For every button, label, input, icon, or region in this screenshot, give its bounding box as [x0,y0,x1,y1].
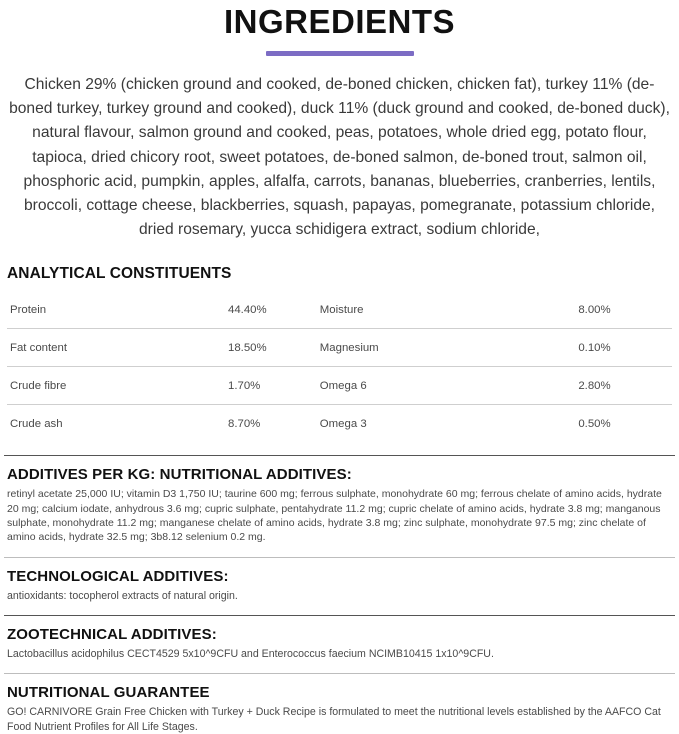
analytical-constituents-heading: ANALYTICAL CONSTITUENTS [7,265,232,283]
analytical-constituents-section: ANALYTICAL CONSTITUENTS Protein 44.40% M… [4,264,675,442]
row-value: 0.10% [578,328,672,368]
row-label: Crude ash [10,418,63,431]
nutritional-guarantee-heading: NUTRITIONAL GUARANTEE [7,684,210,702]
table-row: Protein 44.40% Moisture 8.00% [7,291,672,330]
section-divider [4,673,675,675]
title-block: INGREDIENTS [4,0,675,56]
title-accent-rule [265,51,414,56]
technological-additives-heading: TECHNOLOGICAL ADDITIVES: [7,567,229,585]
spacer [4,603,675,615]
section-divider [4,615,675,617]
spacer [4,442,675,455]
nutritional-additives-body: retinyl acetate 25,000 IU; vitamin D3 1,… [7,488,662,544]
table-row: Crude fibre 1.70% Omega 6 2.80% [7,366,672,406]
section-divider [4,455,675,457]
technological-additives-body: antioxidants: tocopherol extracts of nat… [7,589,238,602]
row-label: Omega 3 [319,418,367,431]
zootechnical-additives-heading: ZOOTECHNICAL ADDITIVES: [7,626,217,644]
nutritional-additives-section: ADDITIVES PER KG: NUTRITIONAL ADDITIVES:… [4,465,675,544]
row-value: 18.50% [227,328,320,368]
technological-additives-section: TECHNOLOGICAL ADDITIVES: antioxidants: t… [4,567,675,603]
ingredients-paragraph: Chicken 29% (chicken ground and cooked, … [9,76,670,239]
spacer [4,545,675,557]
zootechnical-additives-section: ZOOTECHNICAL ADDITIVES: Lactobacillus ac… [4,625,675,661]
nutritional-additives-heading: ADDITIVES PER KG: NUTRITIONAL ADDITIVES: [7,466,352,484]
row-value: 44.40% [227,291,320,330]
row-value: 2.80% [578,366,672,406]
row-label: Moisture [319,291,579,330]
row-label: Crude fibre [7,366,228,406]
spacer [4,456,675,465]
row-label: Protein [7,291,228,330]
row-value: 1.70% [227,366,320,406]
row-value: 8.70% [227,418,261,431]
spacer [4,661,675,673]
row-value: 0.50% [578,418,611,431]
spacer [4,558,675,567]
spacer [4,674,675,683]
zootechnical-additives-body: Lactobacillus acidophilus CECT4529 5x10^… [7,648,494,661]
row-value: 8.00% [578,291,672,330]
spacer [4,616,675,625]
analytical-constituents-table: Protein 44.40% Moisture 8.00% Fat conten… [7,291,672,442]
nutritional-guarantee-body: GO! CARNIVORE Grain Free Chicken with Tu… [7,706,661,733]
page-title: INGREDIENTS [223,3,456,40]
section-divider [4,556,675,558]
row-label: Omega 6 [319,366,579,406]
table-row: Fat content 18.50% Magnesium 0.10% [7,328,672,368]
nutritional-guarantee-section: NUTRITIONAL GUARANTEE GO! CARNIVORE Grai… [4,683,675,734]
ingredients-page: INGREDIENTS Chicken 29% (chicken ground … [4,0,675,733]
row-label: Fat content [7,328,228,368]
row-label: Magnesium [319,328,579,368]
table-row: Crude ash 8.70% Omega 3 0.50% [7,405,672,443]
